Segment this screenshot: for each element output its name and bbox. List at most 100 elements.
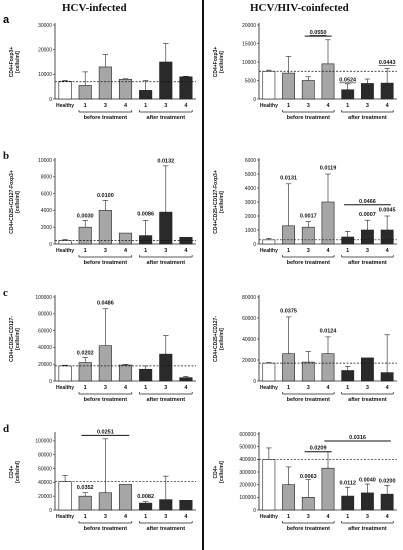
bar	[282, 72, 295, 100]
x-tick-label: 1	[84, 103, 87, 109]
group-label-after: after treatment	[147, 260, 186, 266]
chart-a-left: CD4+Foxp3+ [cells/ml] 0 10000 20000 30000 Heal…	[3, 15, 196, 121]
group-label-after: after treatment	[348, 526, 387, 532]
bar	[262, 239, 276, 245]
group-label-after: after treatment	[348, 260, 387, 266]
x-tick-label: 4	[124, 103, 128, 109]
x-tick-label: 3	[307, 514, 310, 520]
chart-c-left: CD4+CD25+CD127- [cells/ml] 0 20000 40000 6000…	[9, 295, 196, 403]
x-tick-label: 1	[287, 385, 290, 391]
group-label-after: after treatment	[147, 526, 186, 532]
bar	[118, 78, 133, 100]
y-tick-label: 20000	[38, 494, 52, 500]
bar	[361, 83, 374, 100]
bar	[301, 80, 315, 100]
bar	[58, 240, 72, 245]
bar	[361, 492, 374, 511]
x-tick-label: 4	[184, 103, 188, 109]
y-tick-label: 8000	[41, 175, 52, 181]
bar	[159, 353, 173, 382]
y-axis-label-0: CD4+	[213, 465, 219, 478]
y-tick-label: 6000	[41, 191, 52, 197]
x-tick-label: 4	[184, 514, 188, 520]
bar	[58, 481, 72, 511]
bar	[282, 353, 295, 382]
y-tick-label: 4000	[245, 186, 256, 192]
x-tick-label: Healthy	[56, 514, 74, 520]
y-tick-label: 20000	[242, 23, 256, 29]
p-value-label: 0.0131	[280, 176, 297, 182]
x-tick-label: Healthy	[56, 103, 74, 109]
bar	[78, 495, 92, 511]
x-tick-label: 1	[144, 514, 147, 520]
x-tick-label: 4	[386, 385, 390, 391]
title-left: HCV-infected	[62, 2, 127, 14]
bar	[301, 226, 315, 245]
x-tick-label: 3	[104, 248, 107, 254]
y-tick-label: 300000	[239, 470, 256, 476]
bar	[179, 500, 193, 511]
bar	[380, 493, 394, 511]
x-tick-label: 1	[84, 248, 87, 254]
y-tick-label: 1000	[245, 228, 256, 234]
bar	[282, 225, 295, 245]
y-tick-label: 100000	[35, 439, 52, 445]
chart-d-left: CD4+ [cells/ml] 0 20000 40000 60000 80000 10000…	[9, 429, 196, 532]
x-tick-label: Healthy	[260, 385, 278, 391]
x-tick-label: 4	[386, 103, 390, 109]
bar	[380, 229, 394, 245]
y-tick-label: 200000	[239, 482, 256, 488]
y-tick-label: 4000	[41, 208, 52, 214]
y-tick-label: 0	[253, 508, 256, 514]
p-value-label: 0.0202	[77, 350, 94, 356]
bar	[262, 362, 276, 382]
p-value-label: 0.0375	[280, 308, 297, 314]
p-value-label: 0.0550	[310, 30, 327, 36]
y-axis-label-0: CD4+CD25+CD127-Foxp3+	[9, 170, 15, 234]
group-label-before: before treatment	[287, 526, 331, 532]
panel-letter-c: c	[3, 287, 8, 299]
x-tick-label: 1	[144, 103, 147, 109]
x-tick-label: 3	[366, 514, 369, 520]
bar	[301, 497, 315, 511]
y-axis-label-0: CD4+CD25+CD127-	[213, 316, 219, 362]
y-axis-label-0: CD4+Foxp3+	[213, 47, 219, 78]
x-tick-label: 4	[326, 248, 330, 254]
y-tick-label: 500000	[239, 444, 256, 450]
y-tick-label: 60000	[242, 316, 256, 322]
p-value-label: 0.0132	[157, 159, 174, 165]
bar	[159, 61, 173, 100]
p-value-label: 0.0063	[300, 474, 317, 480]
y-tick-label: 30000	[38, 23, 52, 29]
y-tick-label: 100000	[35, 295, 52, 301]
y-tick-label: 40000	[38, 480, 52, 486]
y-tick-label: 10000	[38, 72, 52, 78]
panel-letter-d: d	[3, 423, 10, 435]
p-value-label: 0.0112	[339, 480, 356, 486]
panel-letter-b: b	[3, 150, 10, 162]
y-axis-label-1: [cells/ml]	[219, 328, 225, 350]
chart-b-left: CD4+CD25+CD127-Foxp3+ [cells/ml] 0 2000 4000…	[9, 158, 196, 266]
x-tick-label: 3	[104, 514, 107, 520]
y-axis-label-0: CD4+CD25+CD127-	[9, 316, 15, 362]
bar	[341, 89, 355, 100]
x-tick-label: 3	[164, 248, 167, 254]
group-label-after: after treatment	[147, 115, 186, 121]
y-tick-label: 2000	[41, 225, 52, 231]
y-axis-label-1: [cells/ml]	[219, 191, 225, 213]
y-tick-label: 80000	[38, 312, 52, 318]
p-value-label: 0.0100	[97, 193, 114, 199]
group-label-before: before treatment	[84, 115, 128, 121]
x-tick-label: 3	[164, 103, 167, 109]
bar	[321, 353, 335, 382]
bar	[139, 368, 153, 382]
bar	[321, 63, 335, 100]
y-tick-label: 10000	[242, 60, 256, 66]
chart-b-right: CD4+CD25+CD127-Foxp3+ [cells/ml] 0 1000 2000…	[213, 158, 397, 266]
y-axis-label-1: [cells/ml]	[15, 51, 21, 73]
bar	[282, 484, 295, 511]
x-tick-label: 4	[326, 514, 330, 520]
y-axis-label-0: CD4+CD25+CD127-Foxp3+	[213, 170, 219, 234]
x-tick-label: 1	[346, 248, 349, 254]
